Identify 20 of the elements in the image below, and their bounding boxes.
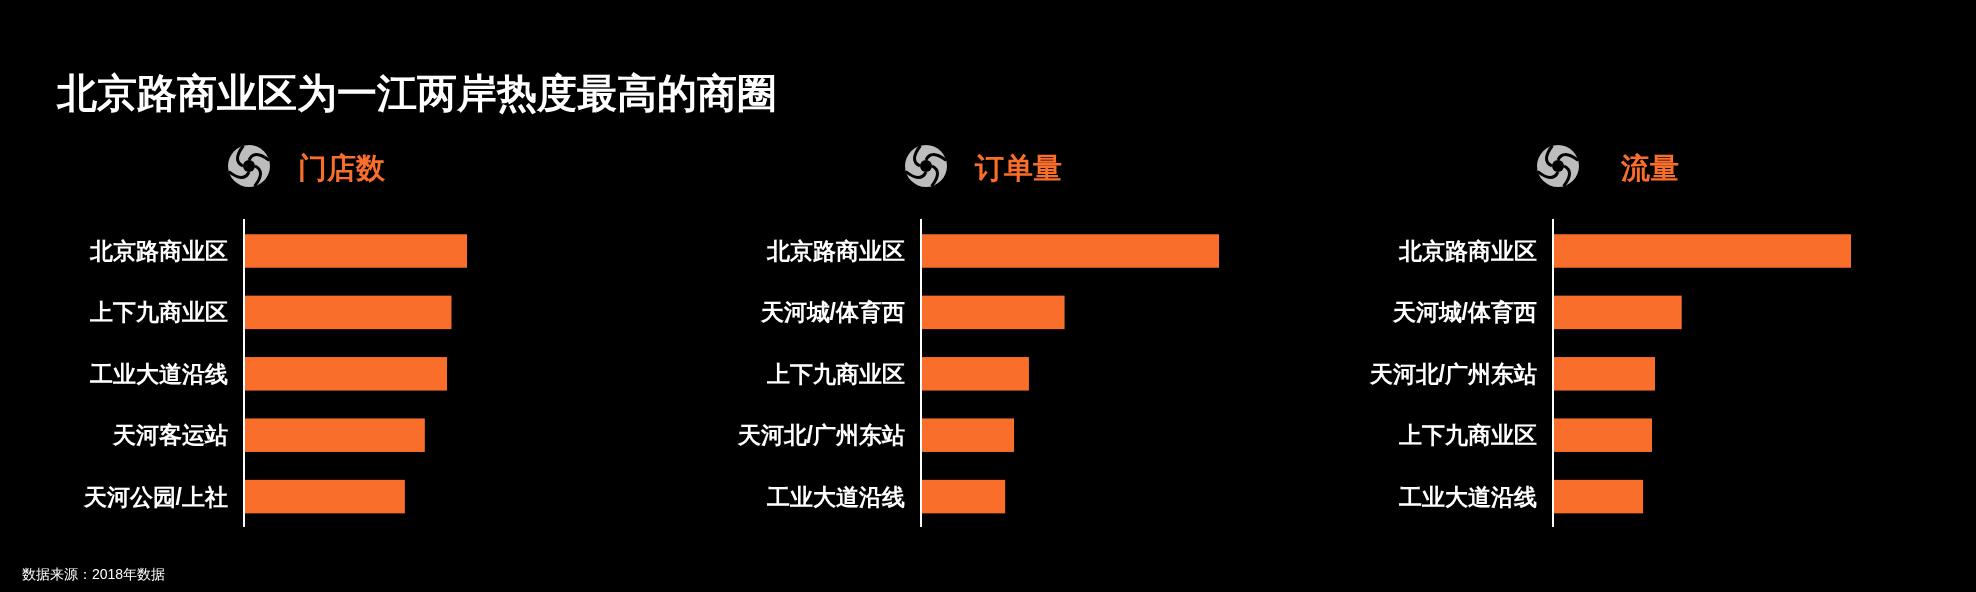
- source-note: 数据来源：2018年数据: [22, 566, 166, 582]
- y-tick-label: 上下九商业区: [89, 299, 228, 326]
- y-tick-label: 天河客运站: [112, 422, 228, 449]
- y-tick-label: 工业大道沿线: [1398, 483, 1537, 510]
- y-tick-label: 天河北/广州东站: [1368, 360, 1537, 387]
- chart-title: 订单量: [973, 152, 1062, 184]
- chart-title: 门店数: [297, 152, 386, 184]
- text: 北京路商业区为一江两岸热度最高的商圈: [56, 71, 777, 115]
- y-tick-label: 天河城/体育西: [759, 299, 905, 326]
- y-tick-label: 工业大道沿线: [89, 360, 228, 387]
- y-tick-label: 天河城/体育西: [1391, 299, 1537, 326]
- y-tick-label: 天河北/广州东站: [736, 422, 905, 449]
- y-tick-label: 天河公园/上社: [82, 483, 228, 510]
- y-tick-label: 北京路商业区: [766, 238, 905, 264]
- y-tick-label: 上下九商业区: [766, 360, 905, 387]
- y-tick-label: 北京路商业区: [1398, 238, 1537, 264]
- chart-title: 流量: [1620, 152, 1679, 184]
- y-tick-label: 工业大道沿线: [766, 483, 905, 510]
- y-tick-label: 上下九商业区: [1398, 422, 1537, 449]
- y-tick-label: 北京路商业区: [89, 238, 228, 264]
